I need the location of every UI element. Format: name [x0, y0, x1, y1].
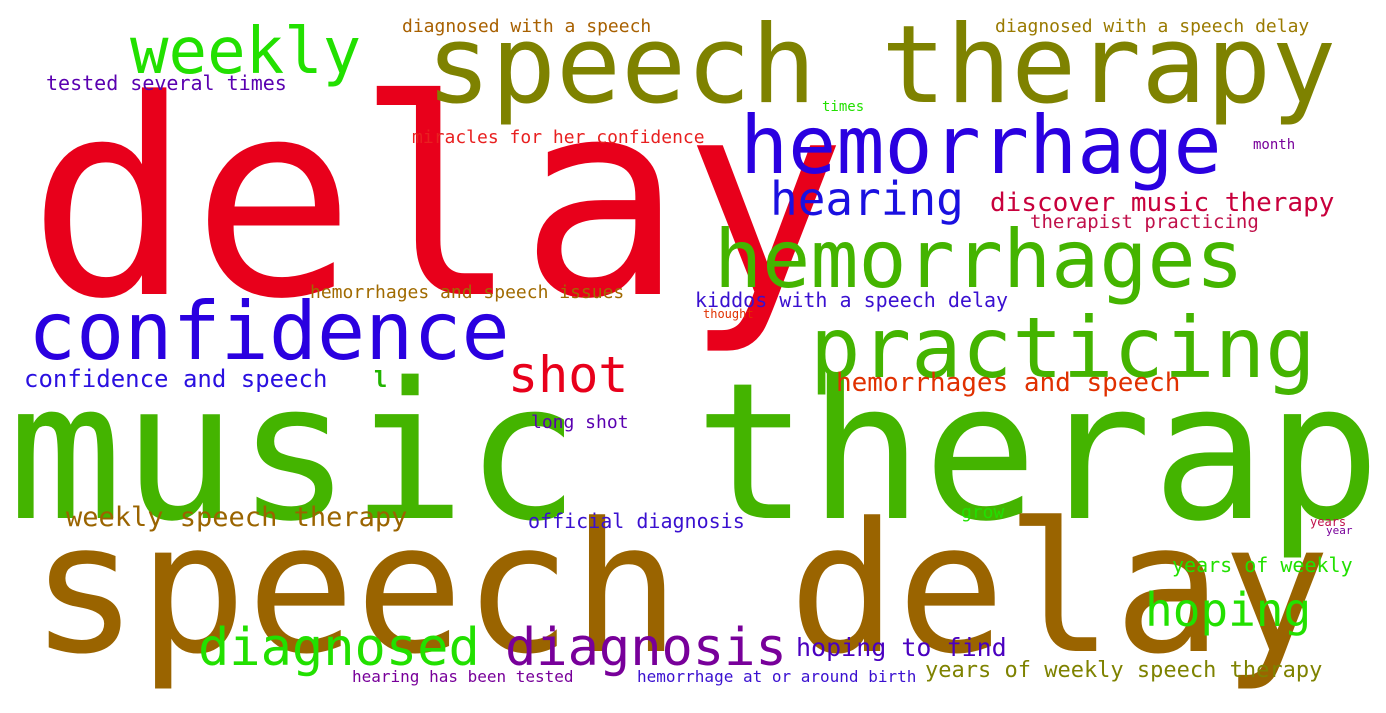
word-weekly-speech-therapy: weekly speech therapy [66, 502, 408, 533]
word-diagnosed-with-a-speech-delay: diagnosed with a speech delay [995, 16, 1310, 37]
word-diagnosis: diagnosis [505, 618, 787, 678]
word-speech-therapy: speech therapy [426, 3, 1337, 128]
word-year: year [1326, 524, 1353, 537]
word-hemorrhages: hemorrhages [714, 213, 1244, 306]
word-hearing-has-been-tested: hearing has been tested [352, 667, 574, 686]
word-month: month [1253, 137, 1296, 153]
word-practicing: practicing [810, 299, 1316, 397]
word-years: years [1310, 515, 1347, 529]
word-weekly: weekly [130, 15, 362, 89]
word-music-therapy: music therapy [8, 342, 1386, 563]
word-speech-delay: speech delay [30, 485, 1331, 694]
word-shot: shot [508, 346, 629, 404]
word-kiddos-with-a-speech-delay: kiddos with a speech delay [695, 288, 1009, 312]
word-long-shot: long shot [531, 412, 629, 433]
word-confidence: confidence [28, 285, 510, 378]
word-l: l [374, 368, 388, 393]
word-years-of-weekly: years of weekly [1172, 553, 1353, 577]
word-therapist-practicing: therapist practicing [1030, 211, 1259, 233]
word-times: times [822, 99, 865, 115]
word-confidence-and-speech: confidence and speech [24, 365, 328, 393]
word-discover-music-therapy: discover music therapy [990, 188, 1335, 218]
word-miracles-for-her-confidence: miracles for her confidence [412, 127, 705, 148]
word-grow: grow [961, 502, 1005, 523]
word-hemorrhages-and-speech-issues: hemorrhages and speech issues [310, 282, 625, 303]
word-years-of-weekly-speech-therapy: years of weekly speech therapy [925, 658, 1323, 683]
word-tested-several-times: tested several times [46, 71, 287, 95]
word-hearing: hearing [770, 172, 964, 226]
word-thought: thought [703, 307, 754, 321]
word-hemorrhage: hemorrhage [740, 99, 1222, 192]
word-diagnosed: diagnosed [198, 618, 480, 678]
word-official-diagnosis: official diagnosis [528, 509, 745, 533]
word-hoping: hoping [1145, 583, 1312, 637]
word-hemorrhage-at-or-around-birth: hemorrhage at or around birth [637, 667, 917, 686]
word-hoping-to-find: hoping to find [796, 633, 1007, 662]
word-diagnosed-with-a-speech: diagnosed with a speech [402, 16, 652, 37]
word-hemorrhages-and-speech: hemorrhages and speech [836, 368, 1181, 398]
word-delay: delay [28, 43, 847, 359]
